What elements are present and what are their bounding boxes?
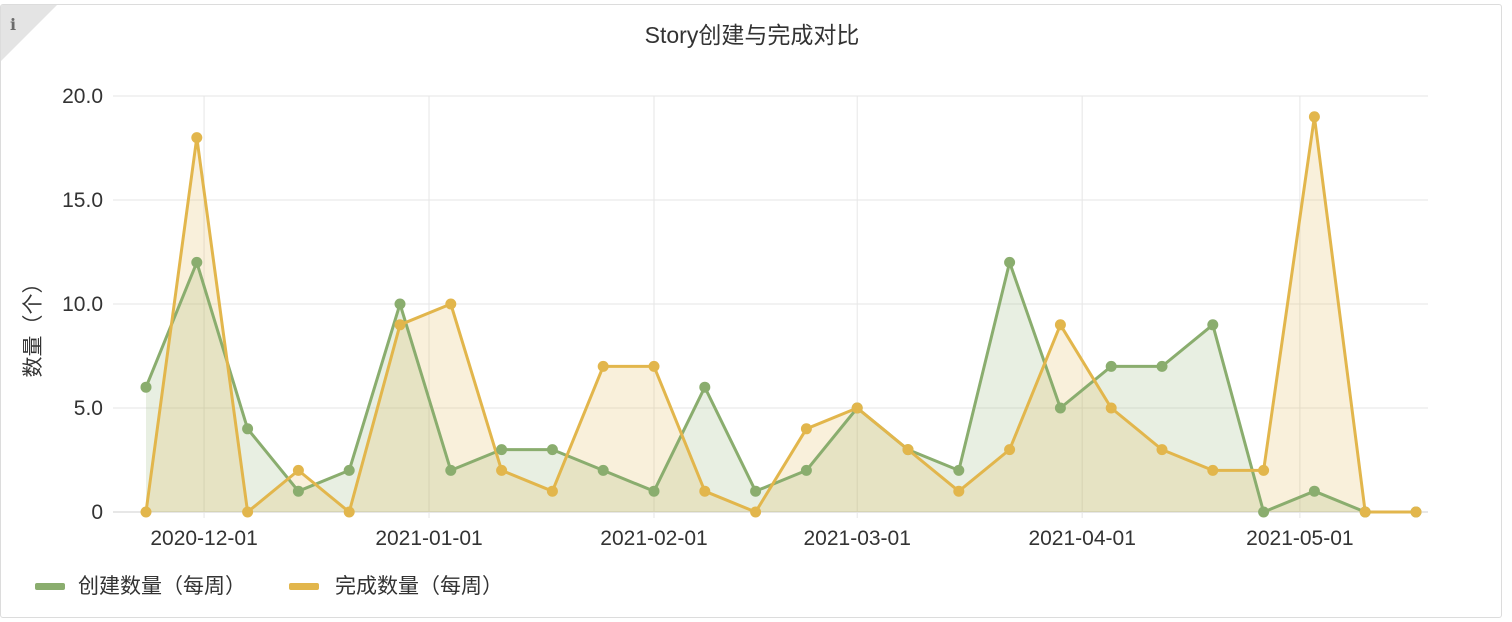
x-axis-ticks: 2020-12-01 2021-01-01 2021-02-01 2021-03-01… [150,527,1353,550]
data-point[interactable] [293,465,304,476]
data-point[interactable] [242,507,253,518]
data-point[interactable] [293,486,304,497]
data-point[interactable] [649,361,660,372]
data-point[interactable] [445,465,456,476]
legend: 创建数量（每周） 完成数量（每周） [35,575,503,598]
data-point[interactable] [496,465,507,476]
x-tick-label: 2021-01-01 [375,527,482,550]
data-point[interactable] [903,444,914,455]
x-tick-label: 2021-04-01 [1028,527,1135,550]
data-point[interactable] [1360,507,1371,518]
data-point[interactable] [1258,507,1269,518]
data-point[interactable] [191,257,202,268]
data-point[interactable] [801,465,812,476]
data-point[interactable] [344,465,355,476]
data-point[interactable] [395,299,406,310]
data-point[interactable] [953,486,964,497]
data-point[interactable] [1258,465,1269,476]
x-tick-label: 2021-05-01 [1246,527,1353,550]
data-point[interactable] [547,486,558,497]
data-point[interactable] [750,507,761,518]
legend-swatch-created [35,583,65,590]
legend-label-created[interactable]: 创建数量（每周） [78,575,246,598]
legend-label-completed[interactable]: 完成数量（每周） [335,575,503,598]
chart-title: Story创建与完成对比 [645,22,860,48]
y-tick-label: 10.0 [62,293,103,316]
data-point[interactable] [852,403,863,414]
y-axis-ticks: 0 5.0 10.0 15.0 20.0 [62,85,103,524]
data-point[interactable] [1106,361,1117,372]
data-point[interactable] [699,382,710,393]
data-point[interactable] [801,423,812,434]
legend-swatch-completed [289,583,319,590]
x-tick-label: 2021-02-01 [600,527,707,550]
data-point[interactable] [344,507,355,518]
data-point[interactable] [141,507,152,518]
data-point[interactable] [750,486,761,497]
data-point[interactable] [1207,319,1218,330]
x-tick-label: 2021-03-01 [803,527,910,550]
x-tick-label: 2020-12-01 [150,527,257,550]
data-point[interactable] [598,361,609,372]
data-point[interactable] [1004,257,1015,268]
data-point[interactable] [191,132,202,143]
series-areas [146,117,1416,512]
y-tick-label: 0 [91,501,103,524]
data-point[interactable] [1055,403,1066,414]
data-point[interactable] [141,382,152,393]
data-point[interactable] [395,319,406,330]
data-point[interactable] [1309,486,1320,497]
y-axis-label: 数量（个） [22,273,45,378]
data-point[interactable] [1106,403,1117,414]
data-point[interactable] [1055,319,1066,330]
data-point[interactable] [699,486,710,497]
data-point[interactable] [1157,361,1168,372]
data-point[interactable] [547,444,558,455]
y-tick-label: 15.0 [62,189,103,212]
data-point[interactable] [1157,444,1168,455]
y-tick-label: 5.0 [74,397,103,420]
data-point[interactable] [1309,111,1320,122]
data-point[interactable] [598,465,609,476]
data-point[interactable] [242,423,253,434]
data-point[interactable] [445,299,456,310]
data-point[interactable] [649,486,660,497]
data-point[interactable] [1411,507,1422,518]
data-point[interactable] [1004,444,1015,455]
data-point[interactable] [1207,465,1218,476]
y-tick-label: 20.0 [62,85,103,108]
data-point[interactable] [496,444,507,455]
data-point[interactable] [953,465,964,476]
